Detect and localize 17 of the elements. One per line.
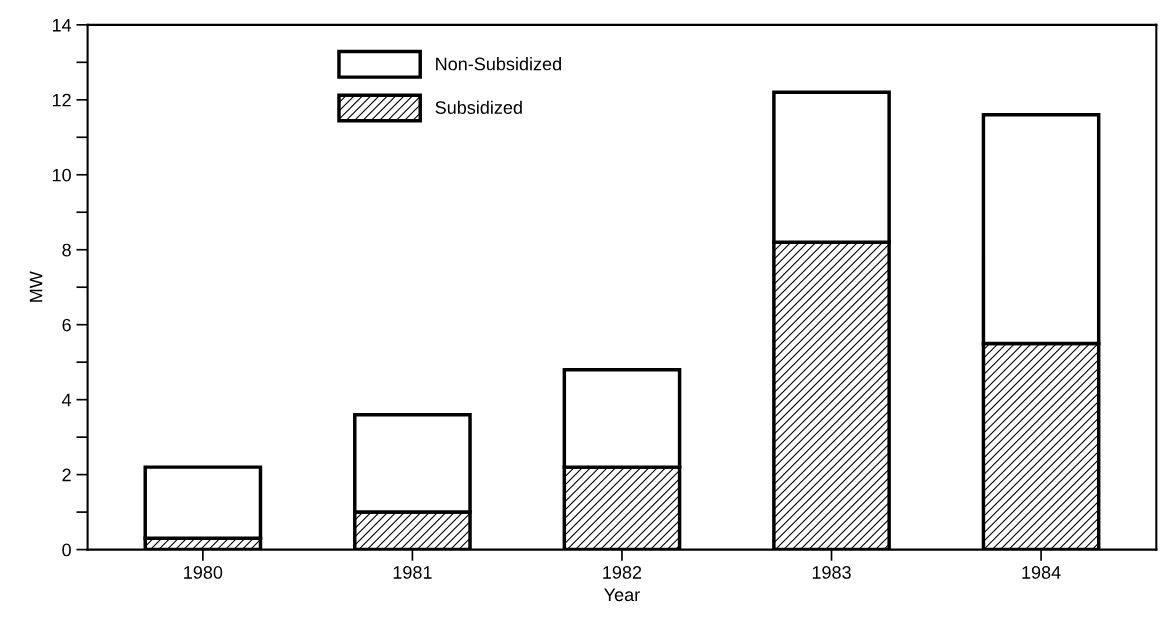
y-axis-title: MW bbox=[29, 271, 43, 302]
y-tick-label: 14 bbox=[52, 18, 72, 32]
y-tick-label: 0 bbox=[62, 543, 71, 557]
y-tick-label: 8 bbox=[62, 243, 71, 257]
legend-label: Non-Subsidized bbox=[436, 57, 561, 71]
x-tick-label: 1983 bbox=[812, 566, 851, 579]
x-tick-label: 1984 bbox=[1022, 566, 1061, 579]
y-tick-label: 2 bbox=[62, 468, 71, 482]
x-axis-title: Year bbox=[604, 588, 640, 602]
y-tick-label: 12 bbox=[52, 93, 71, 107]
legend-label: Subsidized bbox=[435, 100, 522, 114]
x-tick-label: 1980 bbox=[184, 566, 223, 579]
y-tick-label: 6 bbox=[62, 318, 71, 332]
x-tick-label: 1981 bbox=[393, 566, 432, 579]
y-tick-label: 10 bbox=[52, 168, 71, 182]
x-tick-label: 1982 bbox=[603, 566, 642, 579]
y-tick-label: 4 bbox=[62, 393, 72, 407]
